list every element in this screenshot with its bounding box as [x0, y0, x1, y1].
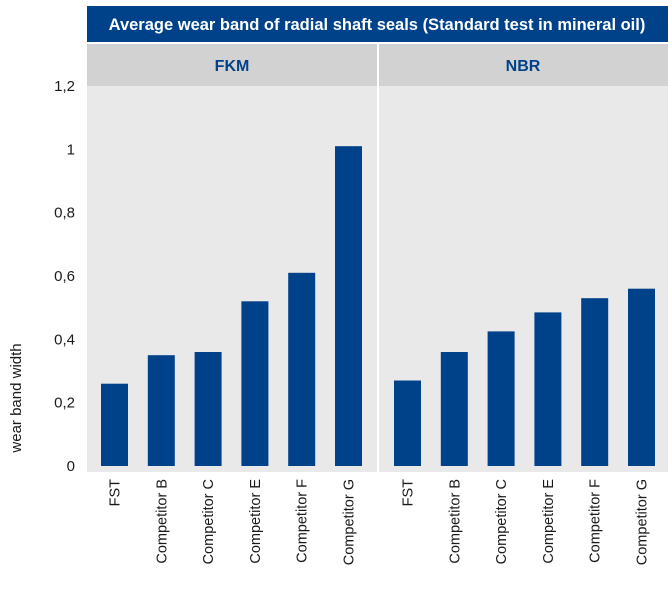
y-tick-label: 1,2 [54, 78, 75, 95]
bar-nbr-1 [440, 352, 468, 466]
bar-nbr-3 [534, 312, 562, 466]
bar-nbr-5 [628, 288, 655, 466]
panel-label-nbr: NBR [506, 58, 541, 75]
panel-header-fkm [87, 44, 377, 86]
panel-label-fkm: FKM [215, 58, 250, 75]
bar-nbr-2 [487, 331, 515, 466]
bar-fkm-3 [241, 301, 269, 466]
y-tick-label: 0,4 [54, 331, 75, 348]
x-tick-label: Competitor F [588, 479, 604, 563]
chart-title: Average wear band of radial shaft seals … [109, 16, 646, 34]
x-tick-label: Competitor F [295, 479, 311, 563]
y-tick-label: 0,2 [54, 395, 75, 412]
chart-title-background [87, 6, 668, 42]
y-tick-label: 0,6 [54, 268, 75, 285]
x-tick-label: Competitor B [154, 479, 170, 564]
x-tick-label: Competitor C [494, 479, 510, 564]
x-tick-label: Competitor E [248, 479, 264, 564]
bar-fkm-1 [147, 355, 175, 466]
x-tick-label: Competitor E [541, 479, 557, 564]
x-tick-label: Competitor C [201, 479, 217, 564]
panel-header-nbr [379, 44, 668, 86]
x-axis-labels: FST Competitor B Competitor C Competitor E C… [108, 479, 651, 566]
bar-fkm-2 [194, 352, 222, 466]
bar-nbr-4 [581, 298, 609, 466]
bar-fkm-5 [335, 146, 362, 466]
x-tick-label: FST [401, 479, 417, 507]
x-tick-label: Competitor G [342, 479, 358, 565]
x-tick-label: FST [108, 479, 124, 507]
bar-fkm-4 [288, 272, 316, 466]
y-tick-label: 0,8 [54, 205, 75, 222]
x-tick-label: Competitor B [447, 479, 463, 564]
bars [101, 146, 655, 466]
bar-fkm-0 [101, 383, 128, 466]
y-tick-label: 0 [67, 458, 75, 475]
y-tick-label: 1 [67, 141, 75, 158]
x-tick-label: Competitor G [635, 479, 651, 565]
y-axis-ticks: 0 0,2 0,4 0,6 0,8 1 1,2 [54, 78, 75, 475]
bar-nbr-0 [394, 380, 421, 466]
y-axis-label: wear band width [8, 343, 25, 453]
